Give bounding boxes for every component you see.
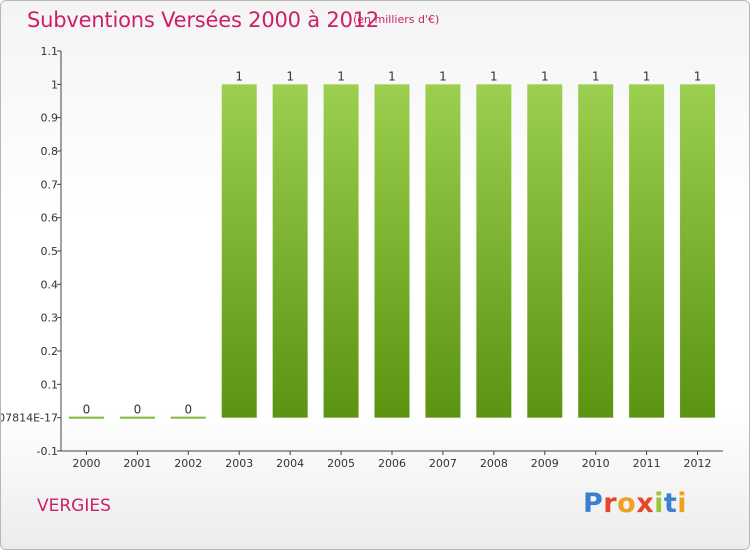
data-label: 0 (134, 403, 142, 417)
bar (629, 84, 665, 418)
bar (527, 84, 563, 418)
bar (119, 416, 155, 419)
y-tick-label: 0.5 (41, 245, 59, 258)
data-label: 1 (490, 69, 498, 83)
y-tick-label: 1.1 (41, 45, 59, 58)
x-tick-label: 2005 (327, 457, 355, 470)
bar (170, 416, 206, 419)
bar (425, 84, 461, 418)
x-tick-label: 2004 (276, 457, 304, 470)
bar (323, 84, 359, 418)
y-tick-label: 0.7 (41, 178, 59, 191)
logo-letter: P (583, 488, 604, 519)
x-tick-label: 2011 (633, 457, 661, 470)
x-tick-label: 2002 (174, 457, 202, 470)
y-tick-label: 0.1 (41, 378, 59, 391)
x-tick-label: 2000 (72, 457, 100, 470)
logo-letter: i (677, 488, 688, 519)
y-tick-label: 0.8 (41, 145, 59, 158)
bar (680, 84, 716, 418)
bar (476, 84, 512, 418)
logo-letter: r (603, 488, 618, 519)
y-tick-label: 0.2 (41, 345, 59, 358)
y-tick-label: 0.3 (41, 312, 59, 325)
data-label: 1 (541, 69, 549, 83)
x-tick-label: 2001 (123, 457, 151, 470)
data-label: 1 (592, 69, 600, 83)
bar (221, 84, 257, 418)
x-tick-label: 2008 (480, 457, 508, 470)
logo-letter: o (617, 488, 637, 519)
x-tick-label: 2012 (684, 457, 712, 470)
logo-letter: i (654, 488, 664, 519)
data-label: 0 (184, 403, 192, 417)
x-tick-label: 2007 (429, 457, 457, 470)
data-label: 1 (643, 69, 651, 83)
data-label: 1 (286, 69, 294, 83)
data-label: 1 (235, 69, 243, 83)
bar (578, 84, 614, 418)
y-tick-label: 0.6 (41, 212, 59, 225)
bar (272, 84, 308, 418)
data-label: 1 (337, 69, 345, 83)
bar (374, 84, 410, 418)
data-label: 1 (388, 69, 396, 83)
logo-letter: t (663, 488, 678, 519)
data-label: 1 (694, 69, 702, 83)
chart-subtitle: (en milliers d'€) (353, 13, 440, 26)
chart-title: Subventions Versées 2000 à 2012 (27, 8, 380, 32)
data-label: 0 (83, 403, 91, 417)
y-tick-label: 1.3877787807814E-17 (1, 412, 58, 425)
y-tick-label: 1 (51, 78, 58, 91)
x-tick-label: 2009 (531, 457, 559, 470)
logo-letter: x (636, 488, 655, 519)
y-tick-label: 0.4 (41, 278, 59, 291)
x-tick-label: 2010 (582, 457, 610, 470)
commune-name: VERGIES (37, 496, 111, 516)
x-tick-label: 2006 (378, 457, 406, 470)
y-tick-label: 0.9 (41, 112, 59, 125)
proxiti-logo[interactable]: Proxiti (583, 488, 687, 519)
x-tick-label: 2003 (225, 457, 253, 470)
y-tick-label: -0.1 (37, 445, 58, 458)
data-label: 1 (439, 69, 447, 83)
bar (68, 416, 104, 419)
